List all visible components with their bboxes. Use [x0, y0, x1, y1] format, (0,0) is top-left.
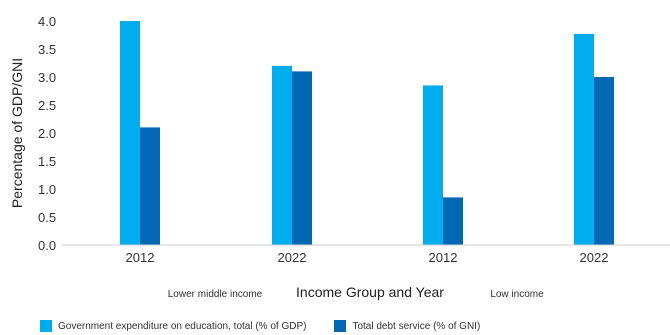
y-tick-label: 1.0 [38, 182, 56, 197]
group-labels: Lower middle income Low income [168, 289, 544, 300]
bars [120, 21, 614, 246]
legend-swatch-education [40, 320, 52, 332]
legend-item-debt: Total debt service (% of GNI) [334, 320, 480, 332]
x-ticks: 2012 2022 2012 2022 [126, 250, 609, 265]
y-tick-label: 0.5 [38, 210, 56, 225]
bar-education [120, 21, 140, 245]
x-tick-label: 2012 [429, 250, 458, 265]
bar-debt [443, 197, 463, 245]
legend-item-education: Government expenditure on education, tot… [40, 320, 306, 332]
x-tick-label: 2022 [580, 250, 609, 265]
y-tick-label: 0.0 [38, 238, 56, 253]
y-ticks: 0.0 0.5 1.0 1.5 2.0 2.5 3.0 3.5 4.0 [38, 14, 56, 253]
legend: Government expenditure on education, tot… [40, 320, 508, 332]
group-label: Low income [490, 289, 544, 300]
legend-label-debt: Total debt service (% of GNI) [352, 320, 481, 332]
x-tick-label: 2012 [126, 250, 155, 265]
y-tick-label: 3.5 [38, 42, 56, 57]
bar-debt [594, 77, 614, 245]
y-tick-label: 2.5 [38, 98, 56, 113]
x-tick-label: 2022 [278, 250, 307, 265]
y-axis-label: Percentage of GDP/GNI [9, 58, 25, 208]
y-tick-label: 3.0 [38, 70, 56, 85]
bar-debt [292, 71, 312, 246]
legend-label-education: Government expenditure on education, tot… [58, 320, 307, 332]
bar-debt [140, 127, 160, 245]
legend-swatch-debt [334, 320, 347, 332]
bar-education [272, 65, 292, 245]
y-tick-label: 1.5 [38, 154, 56, 169]
x-axis-label: Income Group and Year [296, 284, 444, 300]
bar-education [423, 85, 443, 246]
bar-education [574, 33, 594, 245]
y-tick-label: 2.0 [38, 126, 56, 141]
y-tick-label: 4.0 [38, 14, 56, 29]
group-label: Lower middle income [168, 289, 263, 300]
